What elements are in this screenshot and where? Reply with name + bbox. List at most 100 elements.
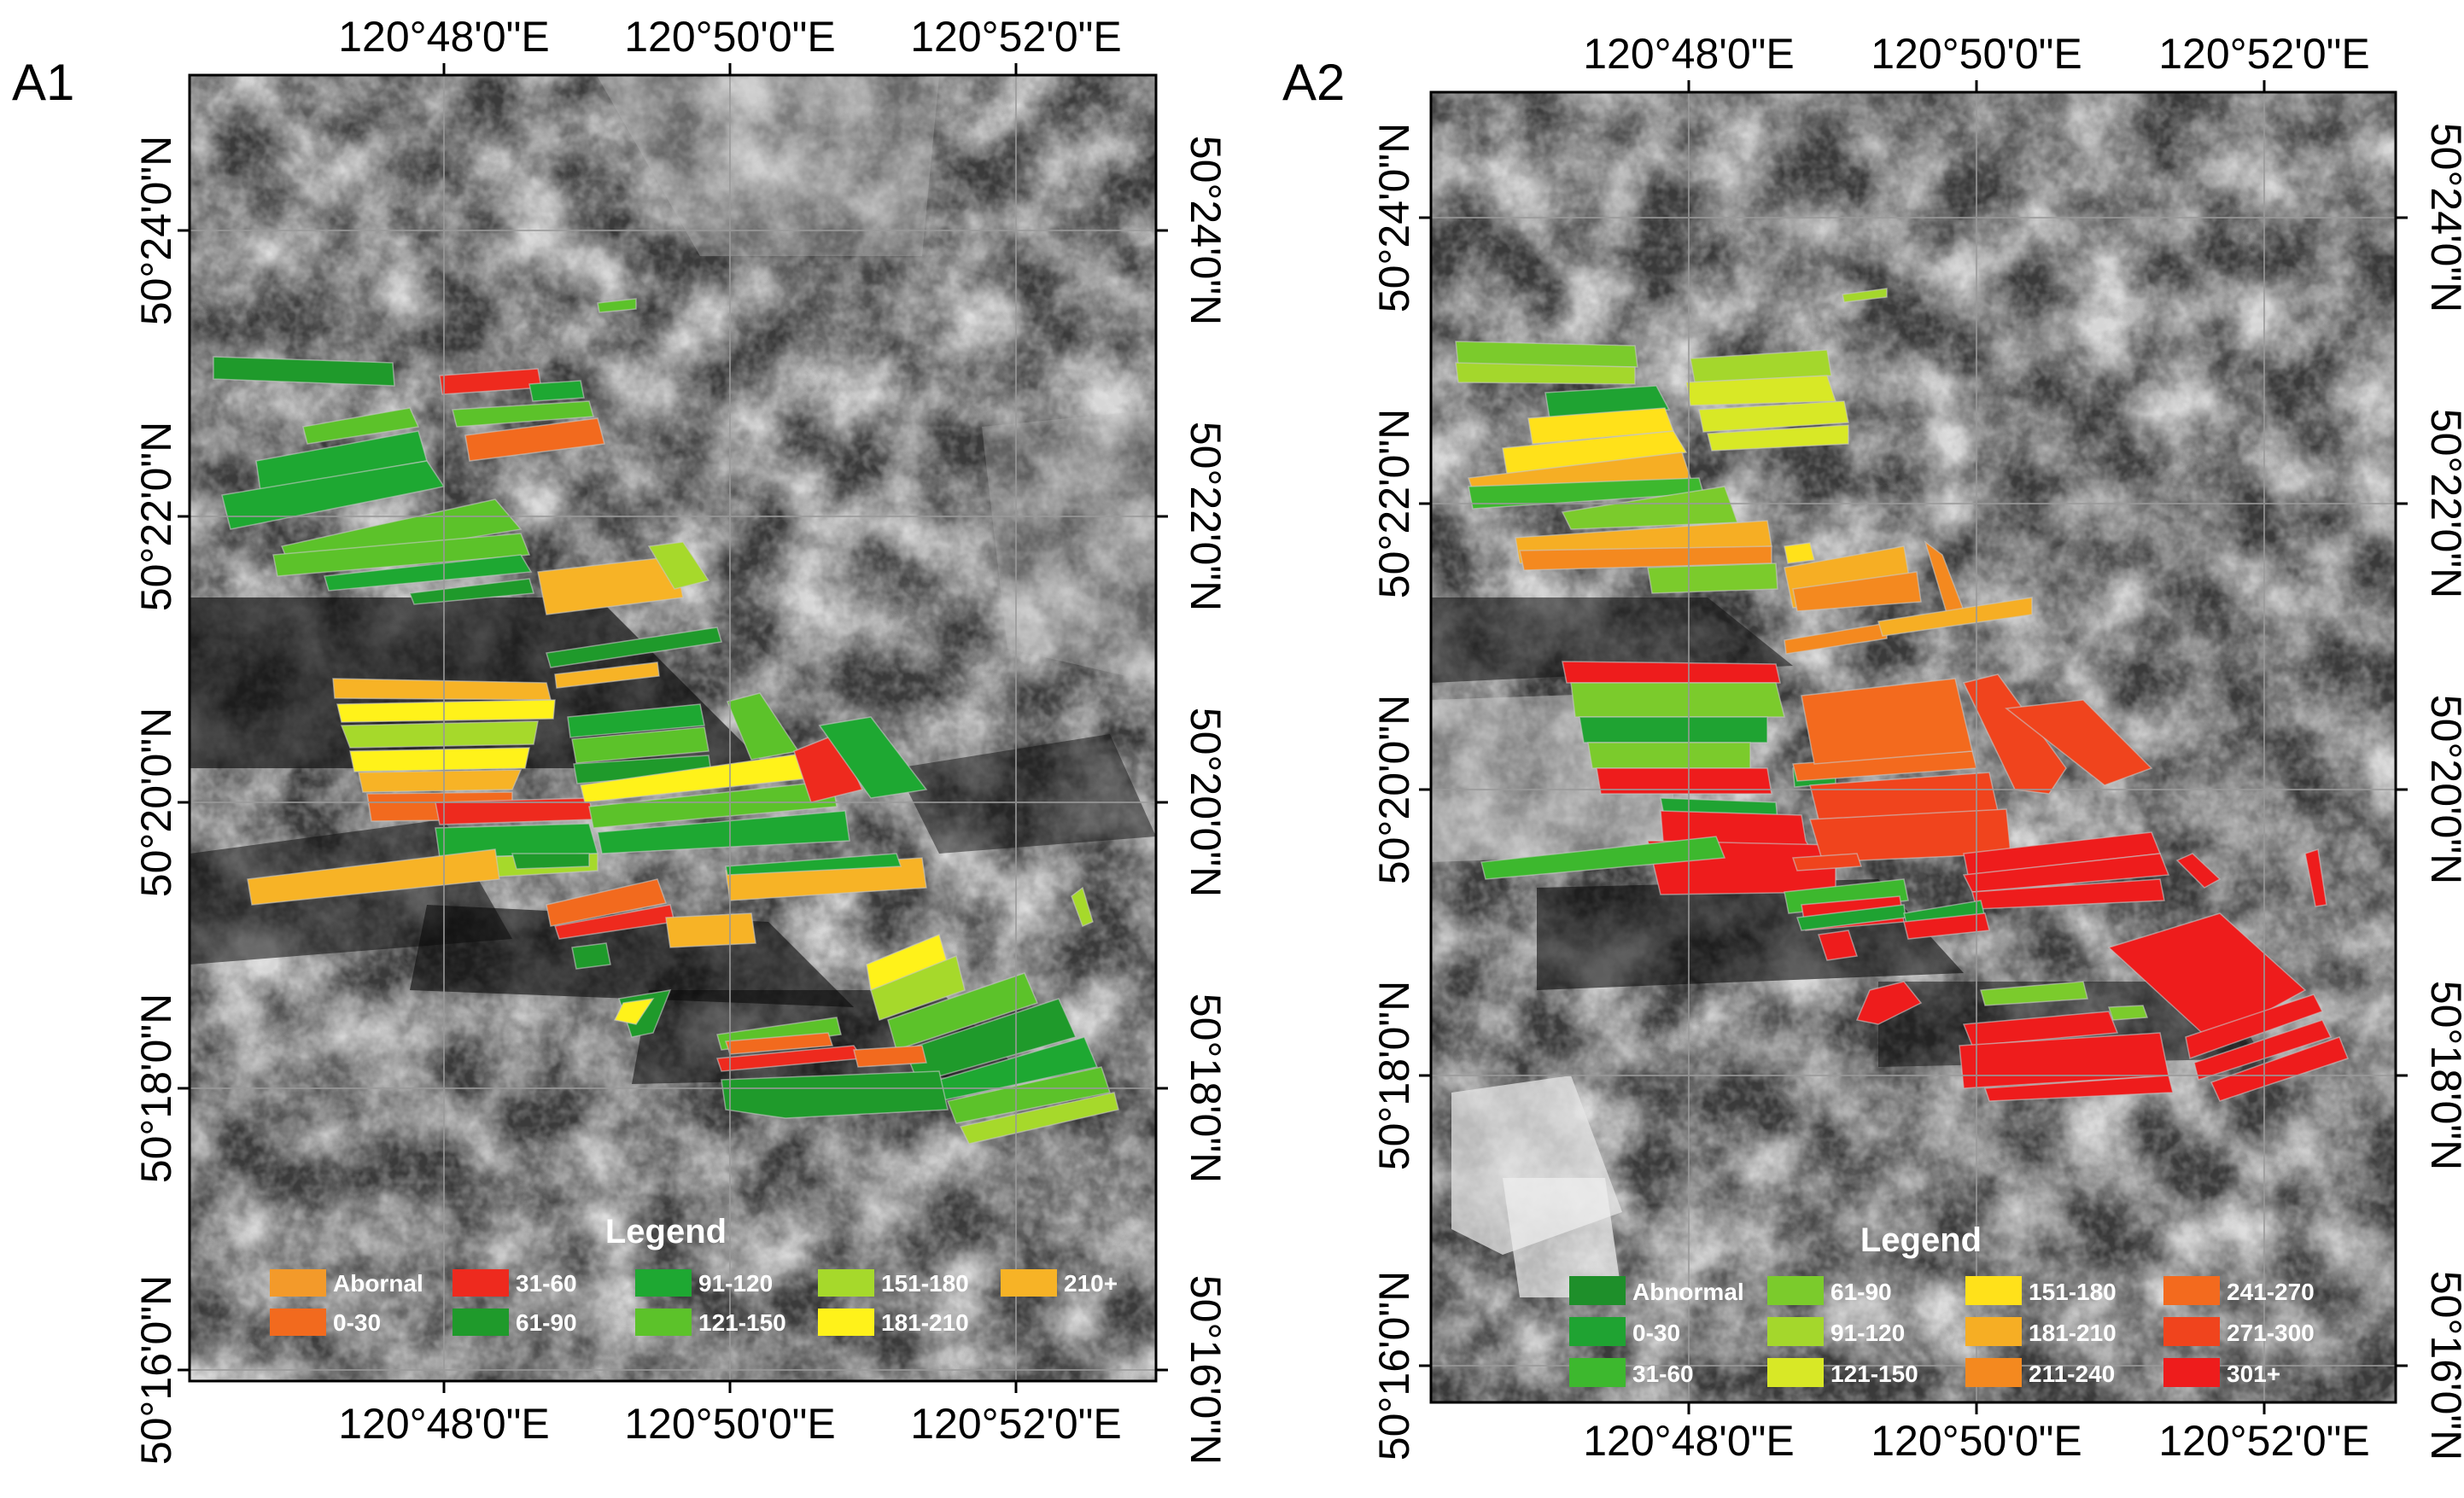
lon-tick-bottom-label: 120°52'0"E [910, 1400, 1122, 1448]
field-parcel [1962, 853, 2170, 893]
legend-label: 151-180 [2029, 1279, 2117, 1305]
field-parcel [1962, 1011, 2119, 1046]
field-parcel [613, 998, 655, 1025]
field-parcel [1801, 678, 1973, 765]
lat-tick-right-label: 50°22'0"N [1182, 422, 1229, 611]
field-parcel [358, 769, 523, 793]
field-parcel [870, 954, 966, 1021]
field-parcel [904, 998, 1077, 1083]
field-parcel [1455, 341, 1638, 368]
legend-swatch [2163, 1317, 2220, 1346]
lon-tick-bottom-label: 120°48'0"E [1583, 1417, 1795, 1465]
field-parcel [959, 1092, 1119, 1145]
field-parcel [272, 533, 531, 577]
legend-swatch [1569, 1276, 1626, 1305]
field-parcel [464, 417, 605, 462]
field-parcel [554, 662, 660, 689]
field-parcel [1455, 362, 1636, 385]
map-frame-a1 [190, 75, 1156, 1381]
lon-tick-top-label: 120°48'0"E [338, 13, 550, 61]
legend-swatch [635, 1309, 692, 1336]
legend-title-a1: Legend [605, 1213, 727, 1250]
legend-swatch [1767, 1317, 1824, 1346]
map-frame-a2 [1431, 92, 2396, 1402]
field-parcel [1791, 853, 1863, 871]
field-parcel [336, 699, 556, 723]
lat-tick-left-label: 50°18'0"N [132, 994, 180, 1183]
legend-a1: Legend Abornal 0-30 31-60 61-90 91-120 121-15… [270, 1213, 1118, 1336]
field-parcel [435, 823, 598, 859]
lon-tick-bottom-label: 120°52'0"E [2158, 1417, 2370, 1465]
field-parcel [1818, 930, 1858, 961]
legend-swatch [1767, 1358, 1824, 1387]
field-parcel [324, 554, 533, 592]
lat-tick-right-label: 50°20'0"N [1182, 708, 1229, 897]
field-parcel [567, 703, 705, 738]
field-parcel [793, 733, 864, 803]
legend-label: 31-60 [516, 1270, 577, 1297]
legend-swatch [453, 1269, 509, 1297]
lat-tick-left-label: 50°20'0"N [132, 708, 180, 897]
field-parcel [725, 853, 902, 876]
lat-tick-right-label: 50°20'0"N [2422, 695, 2464, 884]
field-parcel [1707, 424, 1849, 452]
field-parcel [571, 942, 611, 970]
field-parcel [1983, 1075, 2174, 1102]
lat-tick-left-label: 50°16'0"N [1370, 1271, 1418, 1460]
legend-swatch [818, 1269, 874, 1297]
legend-label: 211-240 [2029, 1361, 2115, 1387]
field-parcel [571, 726, 709, 764]
legend-label: 61-90 [516, 1309, 577, 1336]
field-parcel [546, 627, 722, 668]
field-parcel [1596, 767, 1772, 795]
legend-swatch [2163, 1358, 2220, 1387]
legend-swatch [1965, 1317, 2022, 1346]
legend-label: 210+ [1064, 1270, 1118, 1297]
lon-tick-top-label: 120°52'0"E [2158, 30, 2370, 78]
field-parcel [1570, 682, 1785, 718]
lon-tick-top-label: 120°48'0"E [1583, 30, 1795, 78]
legend-label: Abornal [333, 1270, 423, 1297]
field-parcel [2304, 848, 2327, 907]
lat-tick-right-label: 50°18'0"N [1182, 994, 1229, 1183]
legend-label: Abnormal [1632, 1279, 1744, 1305]
field-parcel [1698, 400, 1849, 433]
field-parcel [721, 1070, 949, 1119]
lat-tick-left-label: 50°24'0"N [1370, 123, 1418, 312]
legend-label: 121-150 [1830, 1361, 1918, 1387]
field-parcel [1071, 886, 1094, 927]
legend-label: 61-90 [1830, 1279, 1892, 1305]
lat-tick-right-label: 50°18'0"N [2422, 981, 2464, 1170]
lon-tick-top-label: 120°52'0"E [910, 13, 1122, 61]
field-parcel [2005, 699, 2153, 786]
legend-label: 31-60 [1632, 1361, 1694, 1387]
field-parcel [408, 578, 534, 605]
field-parcel [1855, 981, 1923, 1025]
field-parcel [1792, 571, 1922, 612]
legend-a2: Legend Abnormal 0-30 31-60 61-90 91-120 121-1… [1569, 1221, 2315, 1387]
field-parcel [2175, 853, 2222, 889]
field-parcel [340, 720, 539, 749]
lon-tick-top-label: 120°50'0"E [1871, 30, 2082, 78]
lon-tick-top-label: 120°50'0"E [624, 13, 836, 61]
field-parcel [511, 853, 590, 870]
field-parcel [1587, 742, 1751, 769]
field-parcel [818, 716, 928, 799]
field-parcel [946, 1066, 1111, 1124]
lon-tick-bottom-label: 120°50'0"E [624, 1400, 836, 1448]
field-parcel [546, 878, 667, 927]
legend-label: 91-120 [1830, 1320, 1905, 1346]
legend-swatch [1767, 1276, 1824, 1305]
legend-label: 91-120 [698, 1270, 773, 1297]
field-parcel [1980, 981, 2088, 1006]
field-parcel [302, 407, 420, 445]
legend-label: 151-180 [881, 1270, 969, 1297]
field-parcel [1480, 836, 1726, 880]
legend-swatch [635, 1269, 692, 1297]
field-parcel [213, 356, 395, 387]
field-parcel [1502, 430, 1688, 475]
field-parcel [1579, 716, 1768, 743]
legend-swatch [270, 1309, 326, 1336]
field-parcel [2185, 994, 2324, 1059]
field-parcel [1784, 622, 1888, 655]
